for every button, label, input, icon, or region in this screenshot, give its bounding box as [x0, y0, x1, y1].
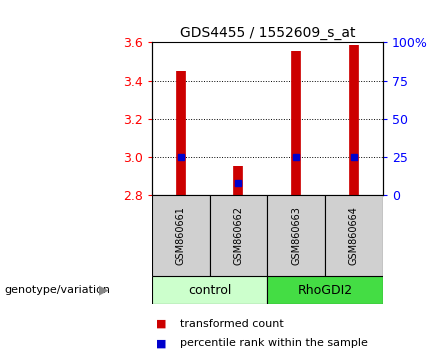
Bar [152, 195, 209, 276]
Text: GSM860663: GSM860663 [291, 206, 301, 265]
Text: ■: ■ [156, 338, 167, 348]
Text: control: control [188, 284, 231, 297]
Bar [268, 276, 383, 304]
Text: GSM860661: GSM860661 [176, 206, 186, 265]
Text: ▶: ▶ [99, 284, 109, 297]
Title: GDS4455 / 1552609_s_at: GDS4455 / 1552609_s_at [180, 26, 355, 40]
Bar [152, 276, 268, 304]
Text: percentile rank within the sample: percentile rank within the sample [180, 338, 368, 348]
Bar [268, 195, 325, 276]
Bar [325, 195, 383, 276]
Text: GSM860664: GSM860664 [349, 206, 359, 265]
Bar [209, 195, 268, 276]
Text: GSM860662: GSM860662 [234, 206, 243, 265]
Text: ■: ■ [156, 319, 167, 329]
Text: genotype/variation: genotype/variation [4, 285, 110, 295]
Text: transformed count: transformed count [180, 319, 284, 329]
Text: RhoGDI2: RhoGDI2 [297, 284, 352, 297]
